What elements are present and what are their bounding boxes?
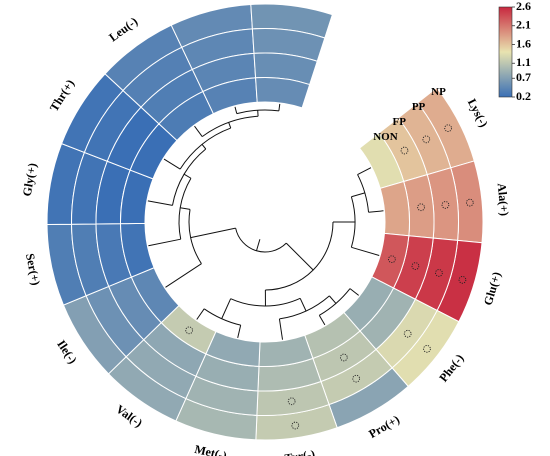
category-label: Val(-)	[113, 402, 145, 430]
dendrogram-branch	[148, 238, 181, 247]
dendrogram-branch	[349, 288, 359, 296]
dendrogram-branch	[147, 200, 173, 206]
dendrogram-branch	[183, 173, 192, 179]
category-label: Leu(-)	[106, 14, 140, 44]
category-label: Ala(+)	[495, 182, 512, 216]
significance-mark	[388, 255, 396, 264]
significance-mark	[352, 374, 361, 383]
colorbar-tick-label: 0.2	[516, 89, 531, 103]
dendrogram-branch	[368, 210, 384, 213]
significance-mark	[291, 421, 300, 430]
heatmap-cell	[379, 180, 410, 237]
dendrogram-branch	[180, 207, 191, 210]
dendrogram-branch	[351, 192, 365, 198]
category-label: Glu(+)	[481, 270, 504, 307]
dendrogram-branch	[299, 298, 307, 312]
dendrogram-branch	[190, 227, 236, 239]
significance-mark	[444, 124, 452, 133]
category-label: Arg(-)	[187, 0, 221, 1]
heatmap-cells	[46, 3, 484, 441]
significance-mark	[423, 345, 431, 353]
colorbar-tick-label: 0.7	[516, 70, 531, 84]
dendrogram	[147, 103, 384, 340]
category-label: Ser(+)	[23, 252, 43, 286]
dendrogram-branch	[163, 158, 181, 170]
dendrogram-branch	[165, 263, 202, 288]
dendrogram-branch	[228, 122, 232, 129]
dendrogram-branch	[230, 297, 301, 307]
significance-mark	[411, 262, 420, 270]
colorbar-gradient	[498, 6, 513, 98]
category-label: Met(-)	[193, 442, 228, 456]
significance-mark	[465, 198, 474, 207]
colorbar-tick-label: 1.6	[516, 36, 531, 50]
dendrogram-branch	[201, 144, 207, 150]
significance-mark	[400, 146, 409, 155]
colorbar-ticks: 2.6 2.1 1.6 1.10.7 0.2	[512, 0, 531, 103]
significance-mark	[458, 276, 467, 284]
significance-mark	[422, 135, 431, 144]
ring-label: FP	[393, 116, 407, 128]
category-label: Lys(-)	[465, 96, 491, 129]
significance-mark	[435, 269, 443, 277]
dendrogram-branch	[278, 318, 284, 340]
dendrogram-branch	[196, 308, 205, 320]
colorbar-tick-label: 2.6	[516, 0, 531, 13]
significance-mark	[403, 329, 412, 338]
dendrogram-branch	[221, 298, 232, 319]
dendrogram-branch	[318, 315, 326, 326]
dendrogram-branch	[329, 295, 337, 304]
colorbar-tick-label: 1.1	[516, 55, 531, 69]
significance-mark	[339, 353, 348, 362]
ring-label: PP	[412, 101, 426, 113]
category-label: Tyr(-)	[284, 447, 316, 456]
colorbar: 2.6 2.1 1.6 1.10.7 0.2	[498, 0, 531, 103]
category-label: Gly(+)	[20, 162, 40, 197]
category-label: Pro(+)	[366, 412, 402, 441]
dendrogram-branch	[285, 242, 314, 271]
dendrogram-branch	[234, 106, 238, 114]
dendrogram-branch	[256, 239, 261, 251]
dendrogram-branch	[265, 222, 334, 291]
significance-mark	[185, 326, 193, 335]
significance-marks	[185, 124, 474, 430]
significance-mark	[441, 201, 450, 209]
significance-mark	[287, 397, 296, 406]
category-label: Phe(-)	[436, 351, 466, 384]
dendrogram-branch	[357, 167, 372, 176]
dendrogram-branch	[351, 246, 380, 256]
significance-mark	[417, 203, 425, 212]
ring-label: NP	[431, 86, 446, 98]
category-label: Ile(-)	[54, 337, 80, 366]
dendrogram-branch	[194, 125, 203, 137]
dendrogram-branch	[278, 103, 281, 111]
dendrogram-branch	[237, 325, 242, 338]
category-label: Thr(+)	[47, 77, 77, 114]
ring-label: NON	[373, 131, 398, 143]
dendrogram-branch	[188, 209, 202, 264]
colorbar-tick-label: 2.1	[516, 18, 531, 32]
ring-labels: NP PP FP NON	[373, 86, 446, 143]
dendrogram-branch	[235, 228, 287, 253]
heatmap-cell	[255, 77, 311, 109]
